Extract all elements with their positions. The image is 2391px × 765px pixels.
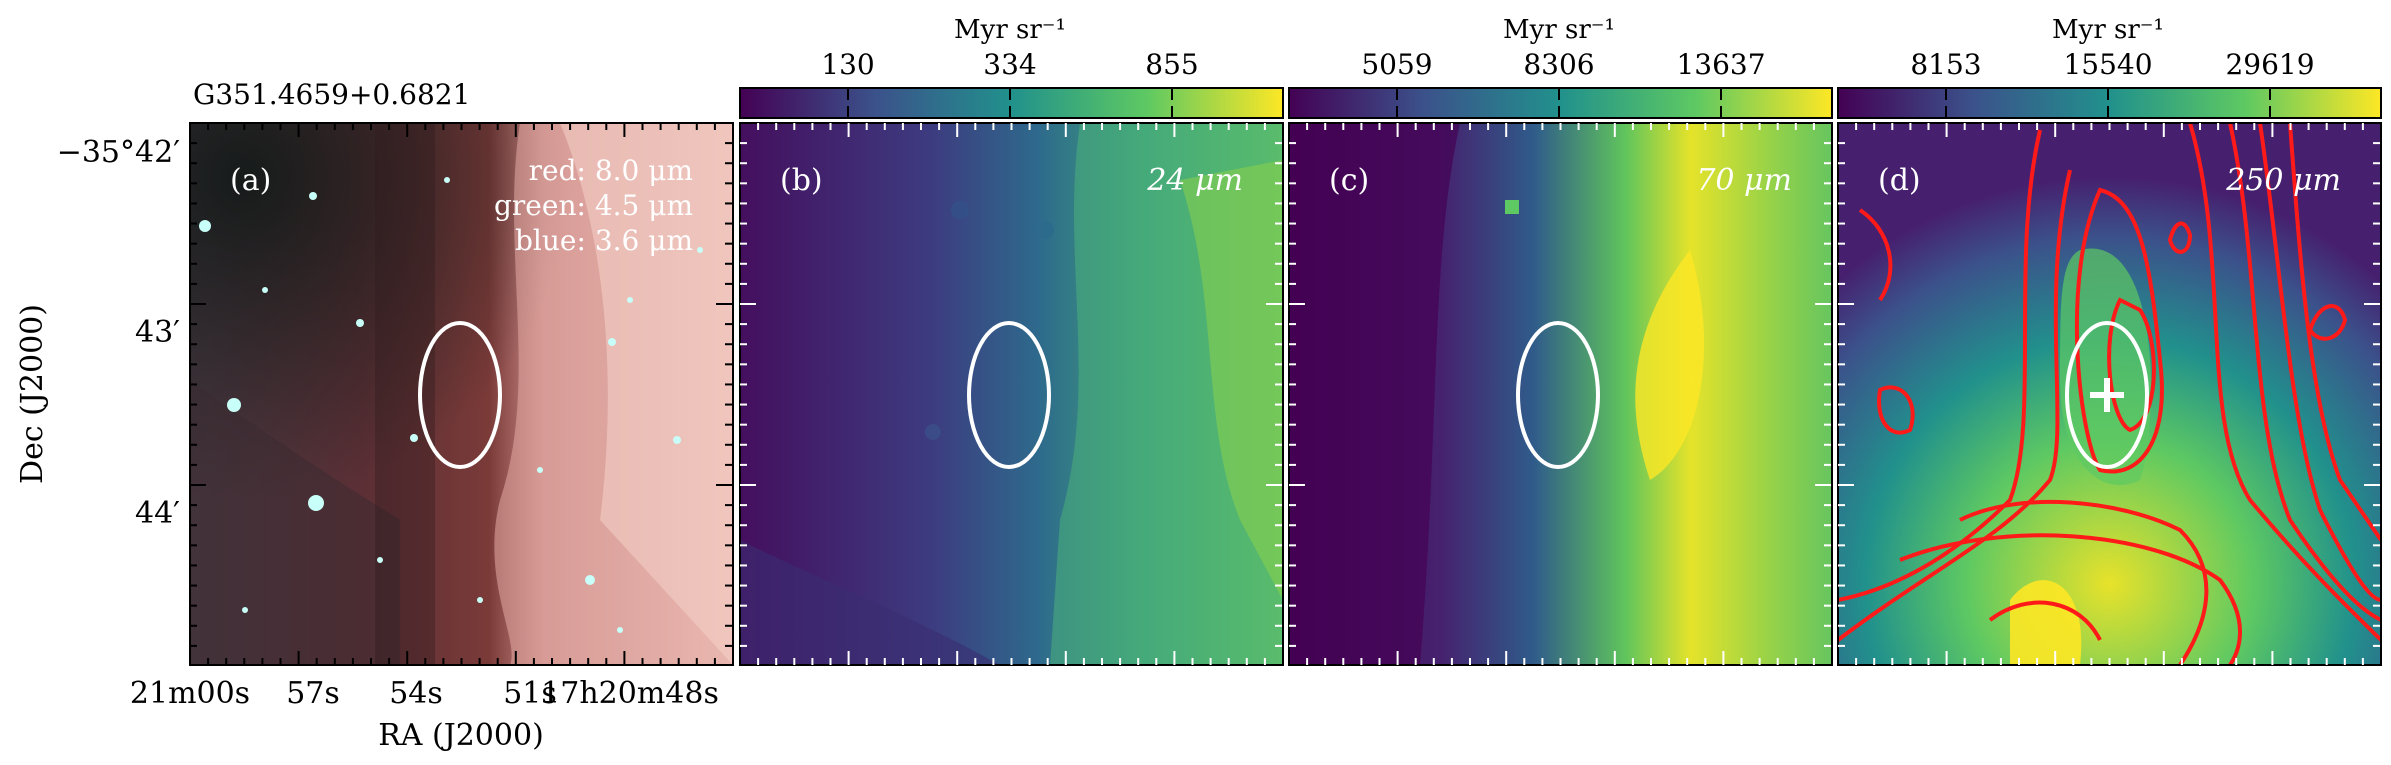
colorbar-c-tick: 8306 [1523, 48, 1594, 81]
contour-lines [1838, 123, 2381, 665]
legend-green: green: 4.5 μm [494, 189, 693, 222]
colorbar-c-tick: 5059 [1361, 48, 1432, 81]
panel-c-tag: (c) [1329, 163, 1369, 198]
colorbar-d [1837, 87, 2382, 119]
panel-d-wavelength: 250 μm [2225, 163, 2341, 198]
colorbar-c [1288, 87, 1833, 119]
source-ellipse-c [1516, 321, 1600, 469]
panel-a-rgb-image [190, 123, 733, 665]
panel-b-tag: (b) [780, 163, 823, 198]
dec-tick-label: −35°42′ [57, 135, 180, 170]
ra-tick-label: 21m00s [130, 676, 250, 711]
legend-red: red: 8.0 μm [529, 154, 693, 187]
panel-b-wavelength: 24 μm [1146, 163, 1243, 198]
panel-d-tag: (d) [1878, 163, 1921, 198]
source-ellipse-d [2065, 321, 2149, 469]
panel-c-wavelength: 70 μm [1696, 163, 1792, 198]
colorbar-b-tick: 855 [1145, 48, 1198, 81]
panel-a-tag: (a) [230, 163, 271, 198]
colorbar-d-tick: 15540 [2063, 48, 2152, 81]
source-ellipse-b [967, 321, 1051, 469]
ra-tick-label: 17h20m48s [541, 676, 719, 711]
colorbar-b [739, 87, 1284, 119]
panel-b-24um-image [740, 123, 1283, 665]
axis-ticks-inner [740, 123, 2380, 665]
colorbar-d-tick: 8153 [1910, 48, 1981, 81]
axis-ticks [190, 123, 732, 665]
dec-axis-label: Dec (J2000) [15, 304, 50, 484]
panel-c-70um-image [1289, 123, 1832, 665]
ra-axis-label: RA (J2000) [378, 718, 544, 753]
source-ellipse-a [418, 321, 502, 469]
colorbar-b-tick: 130 [821, 48, 874, 81]
ra-tick-label: 51s [503, 676, 557, 711]
colorbar-b-unit: Myr sr⁻¹ [954, 15, 1066, 45]
dec-tick-label: 44′ [135, 496, 180, 531]
colorbar-d-unit: Myr sr⁻¹ [2052, 15, 2164, 45]
source-name: G351.4659+0.6821 [193, 78, 470, 111]
ra-tick-label: 54s [389, 676, 443, 711]
dec-tick-label: 43′ [135, 315, 180, 350]
colorbar-c-tick: 13637 [1676, 48, 1765, 81]
ra-tick-label: 57s [286, 676, 340, 711]
colorbar-c-unit: Myr sr⁻¹ [1503, 15, 1615, 45]
colorbar-d-tick: 29619 [2225, 48, 2314, 81]
peak-cross-marker [2090, 378, 2124, 412]
colorbar-b-tick: 334 [983, 48, 1036, 81]
legend-blue: blue: 3.6 μm [515, 224, 693, 257]
